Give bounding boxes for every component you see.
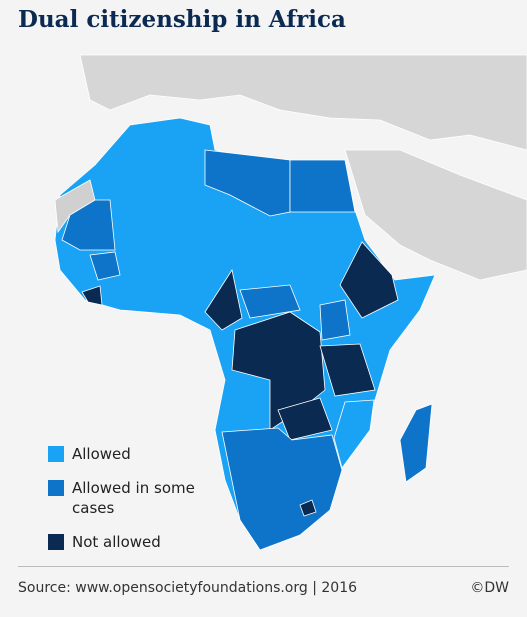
legend-label: Allowed xyxy=(72,445,131,463)
region-some xyxy=(319,299,351,341)
legend-label: Not allowed xyxy=(72,533,161,551)
legend-swatch xyxy=(48,446,64,462)
region-not xyxy=(339,241,399,319)
divider xyxy=(18,566,509,567)
legend-swatch xyxy=(48,534,64,550)
map xyxy=(0,45,527,560)
legend-item: Not allowed xyxy=(48,532,228,552)
europe xyxy=(79,54,527,151)
middle-east xyxy=(344,149,527,281)
legend: Allowed Allowed in some cases Not allowed xyxy=(48,444,228,566)
region-some xyxy=(289,159,356,213)
region-not xyxy=(81,285,103,306)
region-not xyxy=(319,343,376,397)
legend-swatch xyxy=(48,480,64,496)
region-some xyxy=(239,284,301,319)
credit: ©DW xyxy=(470,580,509,596)
region-some xyxy=(61,199,116,251)
madagascar xyxy=(399,403,433,483)
region-not xyxy=(204,268,243,331)
region-not xyxy=(277,397,333,441)
source: Source: www.opensocietyfoundations.org |… xyxy=(18,580,358,596)
legend-label: Allowed in some cases xyxy=(72,479,195,517)
region-some xyxy=(89,251,121,281)
region-some xyxy=(221,427,343,551)
legend-item: Allowed in some cases xyxy=(48,478,228,518)
region-allowed xyxy=(333,399,375,469)
title: Dual citizenship in Africa xyxy=(18,6,346,33)
region-not xyxy=(299,499,317,517)
legend-item: Allowed xyxy=(48,444,228,464)
